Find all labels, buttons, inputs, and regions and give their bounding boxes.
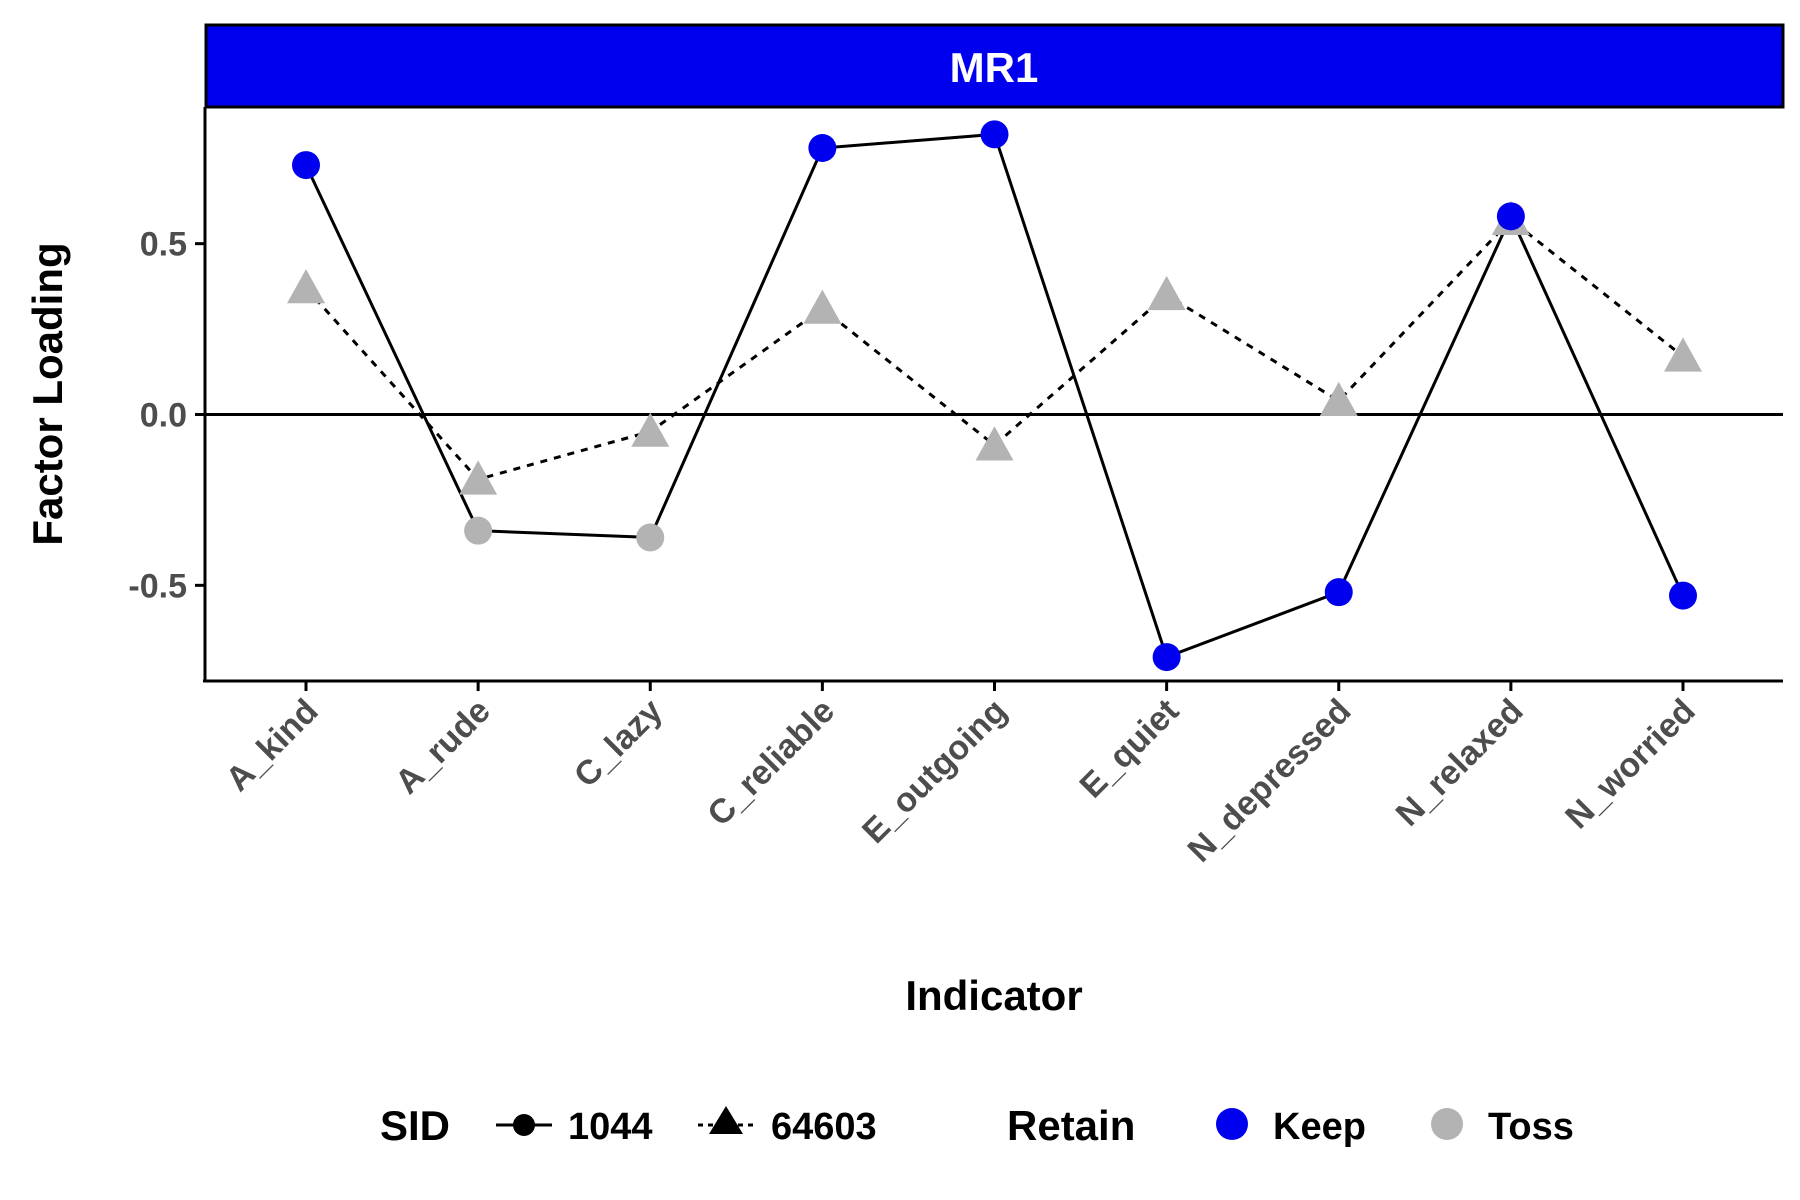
facet-strip-background <box>204 23 1785 109</box>
legend-entry-toss: Toss <box>1431 1106 1574 1148</box>
x-axis-ticks: A_kind A_rude C_lazy C_reliable E_outgoing E_… <box>219 681 1703 870</box>
legend-entry-keep: Keep <box>1216 1106 1366 1148</box>
point-64603-N_worried <box>1664 337 1702 372</box>
legend-1044-label: 1044 <box>568 1106 653 1148</box>
x-tick-label: N_depressed <box>1181 692 1359 870</box>
series-line-1044 <box>304 132 1685 660</box>
facet-strip: MR1 <box>204 23 1785 109</box>
legend-entry-1044: 1044 <box>496 1106 653 1148</box>
point-1044-A_kind <box>292 151 320 180</box>
x-tick-label: A_kind <box>219 692 326 799</box>
axes <box>203 107 1783 683</box>
legend-retain-title: Retain <box>1007 1102 1135 1149</box>
point-1044-E_quiet <box>1152 643 1181 672</box>
legend-entry-64603: 64603 <box>698 1106 877 1148</box>
x-tick-label: N_relaxed <box>1389 692 1531 834</box>
point-1044-C_lazy <box>636 523 665 552</box>
y-tick-label: -0.5 <box>128 567 187 605</box>
point-1044-N_relaxed <box>1496 202 1525 231</box>
y-axis-title: Factor Loading <box>24 242 71 545</box>
data-points-layer <box>287 120 1702 672</box>
x-tick-label: E_quiet <box>1073 692 1187 806</box>
point-64603-A_rude <box>459 460 498 495</box>
y-tick-label: 0.5 <box>140 226 187 264</box>
point-1044-C_reliable <box>808 134 837 162</box>
point-64603-C_reliable <box>803 289 842 324</box>
legend: SID 1044 64603 Retain Keep Toss <box>380 1102 1574 1149</box>
legend-1044-circle <box>513 1114 535 1136</box>
x-tick-label: N_worried <box>1558 692 1702 836</box>
legend-sid-title: SID <box>380 1102 450 1149</box>
point-64603-E_outgoing <box>975 426 1014 461</box>
x-tick-label: C_lazy <box>567 692 670 795</box>
point-64603-C_lazy <box>631 412 670 447</box>
legend-toss-circle <box>1431 1108 1463 1140</box>
facet-strip-label: MR1 <box>950 44 1039 91</box>
legend-64603-label: 64603 <box>771 1106 877 1148</box>
point-1044-N_worried <box>1669 581 1697 610</box>
legend-keep-label: Keep <box>1273 1106 1366 1148</box>
series-lines-layer <box>304 132 1685 660</box>
x-tick-label: C_reliable <box>700 692 842 834</box>
point-1044-E_outgoing <box>980 120 1009 149</box>
point-1044-A_rude <box>464 516 493 545</box>
y-axis-ticks: -0.5 0.0 0.5 <box>128 226 205 605</box>
legend-keep-circle <box>1216 1108 1248 1140</box>
y-tick-label: 0.0 <box>140 397 187 435</box>
point-1044-N_depressed <box>1324 578 1353 607</box>
x-axis-title: Indicator <box>905 972 1082 1019</box>
x-tick-label: E_outgoing <box>855 692 1014 851</box>
point-64603-N_depressed <box>1319 381 1358 417</box>
x-tick-label: A_rude <box>388 692 498 802</box>
point-64603-E_quiet <box>1147 275 1186 311</box>
legend-toss-label: Toss <box>1488 1106 1574 1148</box>
point-64603-A_kind <box>287 269 325 304</box>
legend-64603-triangle <box>709 1106 743 1134</box>
